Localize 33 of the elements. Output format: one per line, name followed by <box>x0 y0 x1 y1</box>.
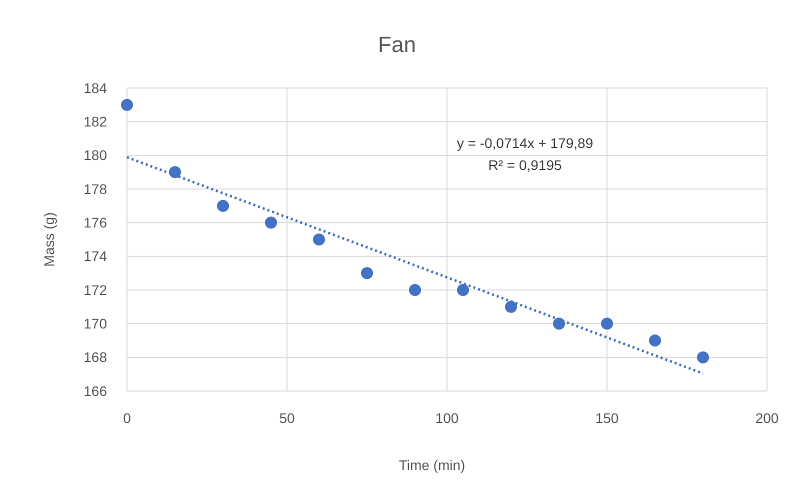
x-tick-label: 0 <box>123 410 132 426</box>
point <box>553 318 565 330</box>
point <box>265 216 277 229</box>
y-tick-label: 180 <box>84 147 108 164</box>
y-tick-label: 182 <box>84 114 108 130</box>
x-tick-label: 150 <box>595 410 619 426</box>
point <box>649 334 661 346</box>
chart-title: Fan <box>378 32 416 57</box>
x-tick-label: 50 <box>279 410 295 426</box>
y-tick-label: 166 <box>84 382 108 399</box>
y-tick-label: 170 <box>84 316 108 332</box>
y-tick-label: 174 <box>84 248 108 264</box>
point <box>601 318 613 330</box>
y-axis-title: Mass (g) <box>41 212 57 267</box>
point <box>169 166 181 178</box>
x-tick-label: 100 <box>435 410 459 426</box>
point <box>361 267 373 280</box>
point <box>313 234 325 246</box>
x-tick-label: 200 <box>755 410 779 426</box>
y-tick-label: 184 <box>84 80 108 96</box>
annotation: R² = 0,9195 <box>488 157 562 173</box>
point <box>409 284 421 296</box>
point <box>457 284 469 296</box>
x-axis-title: Time (min) <box>398 457 466 473</box>
annotation: y = -0,0714x + 179,89 <box>456 135 594 151</box>
y-tick-label: 172 <box>84 282 108 298</box>
y-tick-label: 178 <box>84 180 108 197</box>
y-tick-label: 168 <box>84 349 108 366</box>
point <box>697 351 709 364</box>
y-tick-label: 176 <box>84 214 108 231</box>
point <box>217 200 229 212</box>
point <box>121 98 133 111</box>
point <box>505 300 517 313</box>
